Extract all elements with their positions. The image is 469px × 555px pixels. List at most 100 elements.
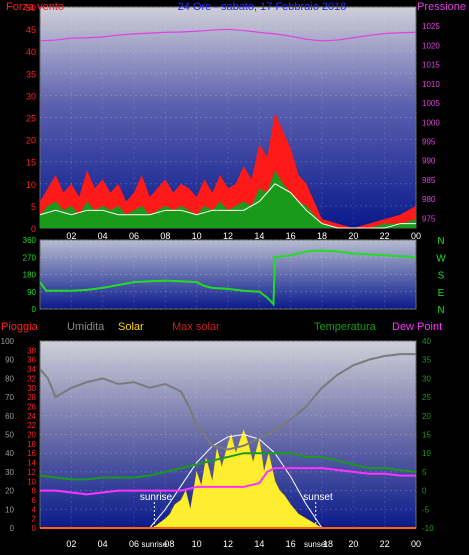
pressure-axis-label: Pressione [417, 1, 466, 13]
wind-left-tick-label: 40 [26, 47, 36, 57]
humidity-tick-label: 40 [5, 449, 14, 458]
temperature-tick-label: 35 [422, 356, 431, 365]
rain-tick-label: 4 [32, 505, 37, 514]
wind-left-tick-label: 20 [26, 136, 36, 146]
rain-tick-label: 16 [27, 449, 36, 458]
wind-left-tick-labels: 0 5 10 15 20 25 30 35 40 45 50 [26, 3, 36, 234]
weather-legend: Pioggia Umidita Solar Max solar Temperatura D… [1, 321, 442, 333]
direction-line [39, 249, 417, 307]
humidity-tick-label: 70 [5, 393, 14, 402]
temperature-tick-label: 15 [422, 431, 431, 440]
temperature-tick-label: 20 [422, 412, 431, 421]
compass-label: S [438, 271, 445, 282]
weather-marks [39, 353, 417, 529]
weather-time-tick-label: 06 [129, 539, 139, 549]
pressure-tick-label: 980 [422, 195, 436, 204]
compass-label: W [436, 253, 446, 264]
weather-time-tick-label: sunset [304, 540, 328, 549]
pressure-tick-label: 990 [422, 157, 436, 166]
direction-tick-label: 0 [32, 305, 37, 314]
wind-left-tick-label: 25 [26, 114, 36, 124]
chart-title: 24 Ore - sabato, 17 Febbraio 2018 [178, 1, 347, 13]
direction-tick-label: 180 [23, 271, 37, 280]
rain-tick-label: 30 [27, 384, 36, 393]
rain-tick-label: 12 [27, 468, 36, 477]
wind-time-tick-label: 14 [254, 231, 264, 241]
wind-lines [39, 28, 417, 229]
humidity-tick-label: 30 [5, 468, 14, 477]
weather-time-tick-label: 02 [66, 539, 76, 549]
humidity-tick-label: 20 [5, 487, 14, 496]
wind-bars [40, 113, 416, 228]
humidity-tick-label: 80 [5, 374, 14, 383]
weather-time-tick-label: 22 [380, 539, 390, 549]
humidity-tick-label: 90 [5, 356, 14, 365]
humidity-tick-label: 10 [5, 505, 14, 514]
rain-tick-label: 14 [27, 459, 36, 468]
direction-tick-label: 360 [23, 236, 37, 245]
legend-solar: Solar [118, 321, 144, 333]
wind-axis-label: Forza vento [6, 1, 64, 13]
wind-average-area [40, 170, 416, 228]
weather-time-tick-label: 18 [323, 539, 333, 549]
weather-time-tick-label: 04 [98, 539, 108, 549]
pressure-line [39, 28, 417, 42]
wind-left-tick-label: 45 [26, 25, 36, 35]
temperature-tick-label: -5 [422, 505, 430, 514]
rain-tick-label: 24 [27, 412, 36, 421]
weather-time-tick-label: 08 [164, 539, 174, 549]
temperature-tick-label: 10 [422, 449, 431, 458]
wind-gridlines [40, 6, 417, 228]
wind-time-tick-label: 06 [129, 231, 139, 241]
pressure-tick-label: 985 [422, 176, 436, 185]
rain-tick-label: 0 [32, 524, 37, 533]
wind-time-tick-label: 12 [223, 231, 233, 241]
legend-maxsolar: Max solar [172, 321, 220, 333]
temperature-line [39, 452, 417, 481]
legend-temperatura: Temperatura [314, 321, 377, 333]
direction-line [39, 249, 417, 307]
direction-tick-labels: 0 90 180 270 360 [23, 236, 37, 314]
temperature-tick-label: -10 [422, 524, 434, 533]
rain-tick-label: 38 [27, 346, 36, 355]
wind-left-tick-label: 10 [26, 180, 36, 190]
compass-label: E [438, 288, 445, 299]
sunset-label: sunset [303, 492, 333, 503]
rain-tick-label: 32 [27, 374, 36, 383]
weather-time-tick-label: 20 [348, 539, 358, 549]
weather-gridlines [40, 340, 417, 528]
wind-mean-line [39, 183, 416, 229]
rain-tick-label: 36 [27, 356, 36, 365]
humidity-tick-label: 50 [5, 431, 14, 440]
rain-tick-label: 28 [27, 393, 36, 402]
wind-left-tick-label: 30 [26, 91, 36, 101]
weather-time-tick-label: 14 [254, 539, 264, 549]
legend-pioggia: Pioggia [1, 321, 39, 333]
dewpoint-line [40, 467, 416, 496]
rain-tick-label: 8 [32, 487, 37, 496]
direction-tick-label: 90 [27, 288, 36, 297]
weather-tick-labels: 0102030405060708090100024681012141618202… [1, 337, 434, 533]
wind-left-tick-label: 15 [26, 158, 36, 168]
temperature-tick-label: 0 [422, 487, 427, 496]
rain-tick-label: 22 [27, 421, 36, 430]
humidity-tick-label: 60 [5, 412, 14, 421]
wind-gust-area [40, 113, 416, 228]
pressure-tick-label: 1015 [422, 61, 440, 70]
wind-time-tick-label: 18 [317, 231, 327, 241]
humidity-line [39, 353, 416, 451]
wind-time-tick-label: 22 [380, 231, 390, 241]
wind-time-tick-label: 16 [286, 231, 296, 241]
wind-left-tick-label: 35 [26, 69, 36, 79]
weather-time-tick-label: 00 [411, 539, 421, 549]
temperature-tick-label: 25 [422, 393, 431, 402]
weather-panel: Pioggia Umidita Solar Max solar Temperatura D… [1, 321, 443, 549]
temperature-tick-label: 30 [422, 374, 431, 383]
legend-umidita: Umidita [67, 321, 105, 333]
rain-tick-label: 20 [27, 431, 36, 440]
solar-area [152, 429, 323, 529]
